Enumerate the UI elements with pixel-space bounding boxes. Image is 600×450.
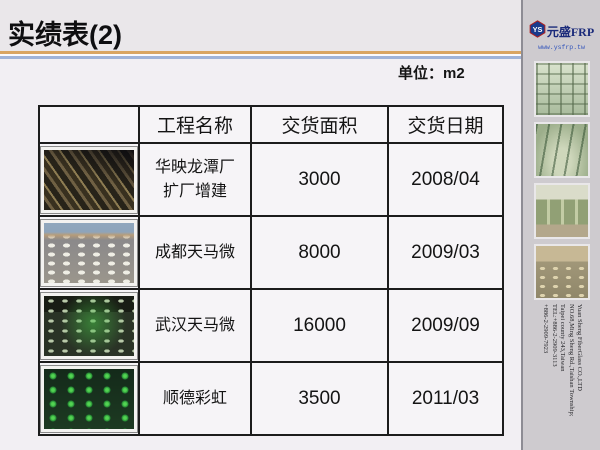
delivery-area: 16000	[250, 288, 389, 363]
ys-hexagon-icon: YS	[529, 20, 546, 43]
table-row: 成都天马微 8000 2009/03	[38, 215, 504, 290]
delivery-area: 3000	[250, 142, 389, 217]
table-row: 顺德彩虹 3500 2011/03	[38, 361, 504, 436]
delivery-area: 8000	[250, 215, 389, 290]
column-header-project: 工程名称	[138, 105, 252, 144]
steel-deck-photo	[41, 146, 137, 213]
column-header-area: 交货面积	[250, 105, 389, 144]
address-line-1: NO.68,Ming Sheng Rd.,Taishan Township;	[567, 304, 575, 417]
project-name: 顺德彩虹	[138, 361, 252, 436]
dotted-floor-photo	[533, 244, 590, 300]
company-name-line: Yuan Sheng FiberGlass CO.,LTD	[576, 304, 583, 391]
brand-name: 元盛FRP	[546, 25, 595, 39]
slide-canvas: 实绩表(2) 单位：m2 工程名称 交货面积 交货日期 华映龙潭厂 扩厂增建 3…	[0, 0, 521, 436]
project-name: 武汉天马微	[138, 288, 252, 363]
delivery-date: 2008/04	[387, 142, 504, 217]
divider-orange-line	[0, 51, 521, 54]
phone-line-1: TEL:+886-2-2909-3113	[550, 304, 558, 367]
ceiling-grid-photo	[533, 61, 590, 117]
address-line-2: Taipei county 243,Taiwan	[559, 304, 567, 372]
delivery-date: 2009/09	[387, 288, 504, 363]
page-title: 实绩表(2)	[8, 20, 122, 50]
construction-site-photo	[41, 219, 137, 286]
company-address-block: Yuan Sheng FiberGlass CO.,LTD NO.68,Ming…	[539, 304, 583, 422]
sidebar: YS 元盛FRP www.ysfrp.tw Yuan Sheng FiberGl…	[521, 0, 600, 450]
divider-gap	[0, 54, 521, 56]
green-floor-photo	[41, 292, 137, 359]
table-row: 武汉天马微 16000 2009/09	[38, 288, 504, 363]
frp-tank-photo	[533, 122, 590, 178]
project-name: 成都天马微	[138, 215, 252, 290]
photo-cell	[38, 361, 140, 436]
table-row: 华映龙潭厂 扩厂增建 3000 2008/04	[38, 142, 504, 217]
unit-label: 单位：m2	[398, 65, 465, 82]
photo-cell	[38, 142, 140, 217]
green-domes-photo	[41, 365, 137, 432]
corner-cell	[38, 105, 140, 144]
tank-farm-photo	[533, 183, 590, 239]
table-header-row: 工程名称 交货面积 交货日期	[38, 105, 504, 144]
results-table: 工程名称 交货面积 交货日期 华映龙潭厂 扩厂增建 3000 2008/04 成…	[38, 105, 504, 436]
delivery-area: 3500	[250, 361, 389, 436]
delivery-date: 2009/03	[387, 215, 504, 290]
title-bar	[0, 0, 521, 51]
company-logo: YS 元盛FRP www.ysfrp.tw	[523, 0, 600, 51]
column-header-date: 交货日期	[387, 105, 504, 144]
phone-line-2: +886-2-2909-7923	[542, 304, 550, 354]
photo-cell	[38, 215, 140, 290]
project-name: 华映龙潭厂 扩厂增建	[138, 142, 252, 217]
svg-text:YS: YS	[532, 25, 542, 34]
delivery-date: 2011/03	[387, 361, 504, 436]
brand-url: www.ysfrp.tw	[538, 44, 585, 51]
divider-blue-line	[0, 56, 521, 59]
photo-cell	[38, 288, 140, 363]
